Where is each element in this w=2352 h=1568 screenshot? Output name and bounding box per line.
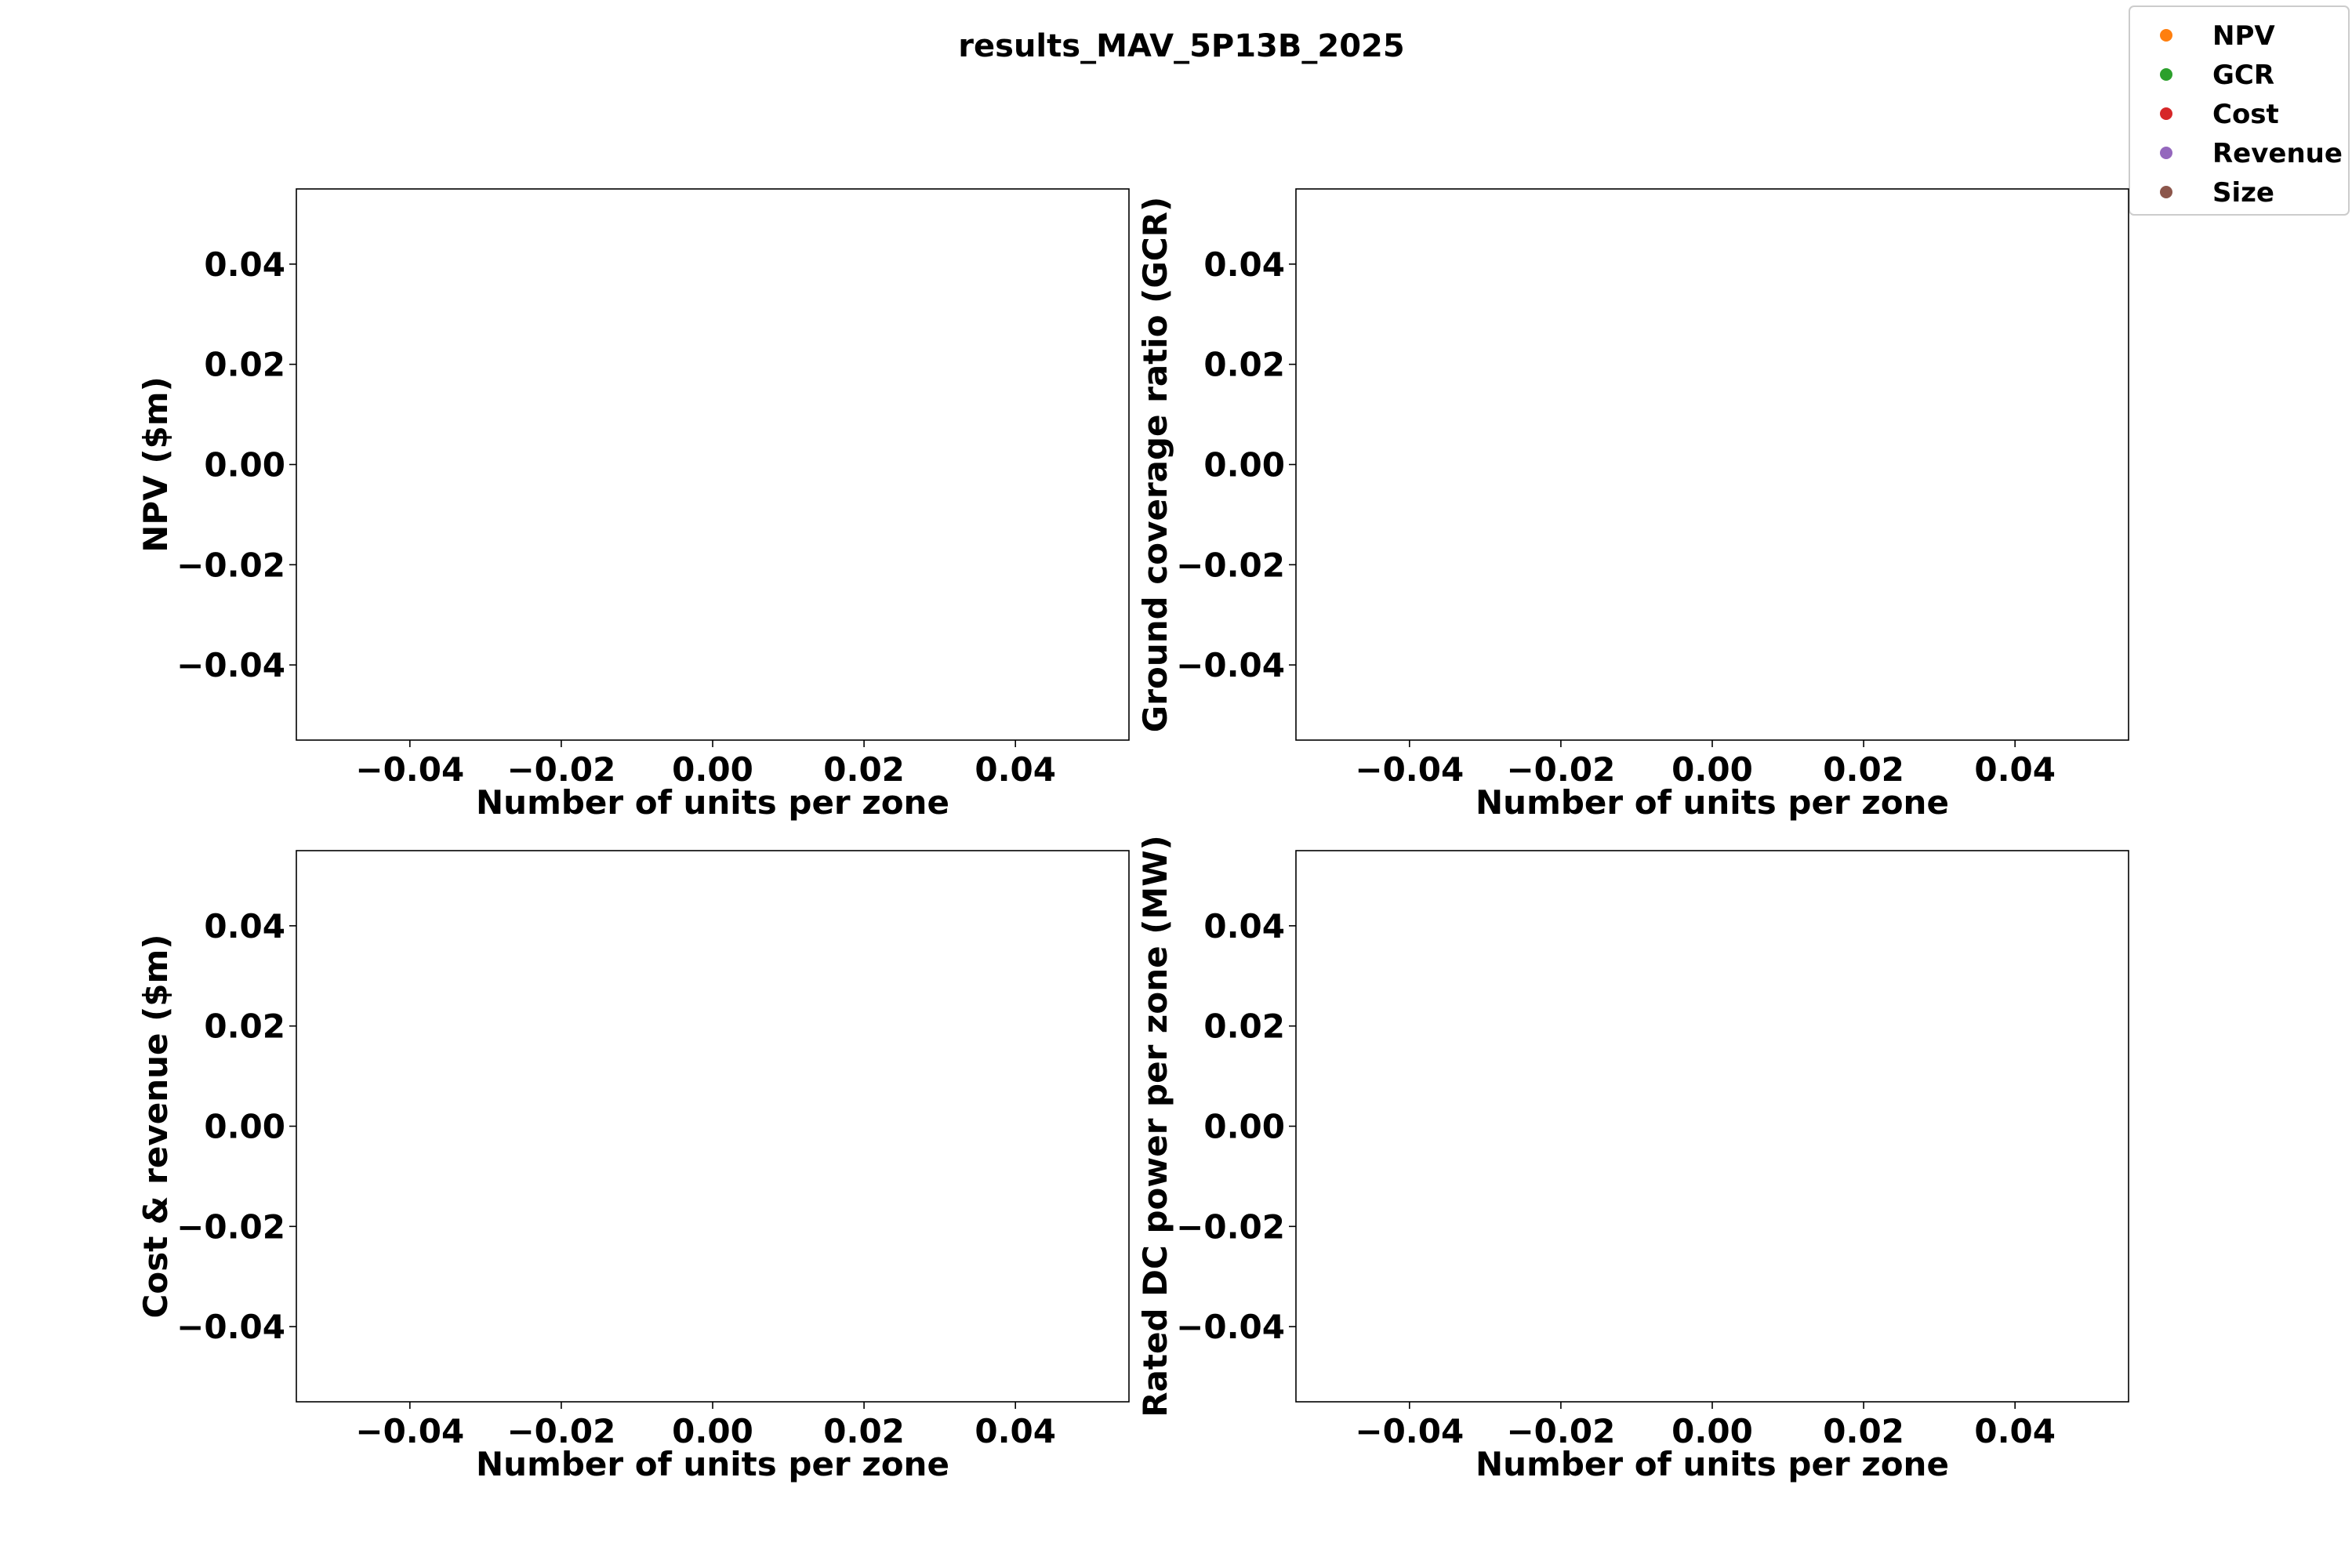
x-axis-label: Number of units per zone: [1475, 783, 1949, 822]
legend-frame: [2129, 5, 2350, 216]
legend-marker-npv: [2160, 29, 2172, 42]
y-tick-label: 0.04: [204, 907, 285, 946]
figure-title: results_MAV_5P13B_2025: [958, 28, 1404, 64]
y-axis-label: Ground coverage ratio (GCR): [1136, 197, 1174, 732]
subplot-npv: −0.04 −0.02 0.00 0.02 0.04 −0.04 −0.02 0.00 0.02…: [136, 188, 1130, 822]
y-tick-label: 0.00: [1203, 446, 1285, 485]
x-tick-label: 0.04: [975, 750, 1056, 789]
plot-area: [1295, 850, 2129, 1403]
legend-label-size: Size: [2212, 177, 2274, 209]
x-tick-label: 0.04: [975, 1412, 1056, 1450]
plot-area: [1295, 188, 2129, 741]
x-tick-label: −0.04: [1355, 750, 1464, 789]
y-tick-label: 0.00: [1203, 1108, 1285, 1146]
x-tick-label: 0.00: [1671, 1412, 1753, 1450]
x-axis-label: Number of units per zone: [1475, 1445, 1949, 1483]
y-tick-label: −0.02: [176, 546, 285, 584]
x-tick-label: 0.02: [1823, 750, 1904, 789]
y-tick-label: 0.04: [1203, 245, 1285, 284]
subplot-rated-dc-power: −0.04 −0.02 0.00 0.02 0.04 −0.04 −0.02 0.00 0.02…: [1136, 835, 2129, 1483]
x-tick-label: 0.00: [672, 750, 753, 789]
y-tick-label: −0.02: [1176, 546, 1285, 584]
y-tick-label: −0.04: [176, 646, 285, 684]
x-tick-label: −0.04: [1355, 1412, 1464, 1450]
y-tick-label: 0.02: [204, 1007, 285, 1046]
x-tick-label: −0.02: [1506, 1412, 1615, 1450]
x-tick-label: 0.04: [1974, 1412, 2056, 1450]
x-tick-label: 0.02: [823, 750, 905, 789]
legend-item: GCR: [2160, 60, 2274, 91]
y-tick-label: 0.04: [1203, 907, 1285, 946]
y-tick-label: 0.00: [204, 446, 285, 485]
plot-area: [296, 188, 1130, 741]
x-axis-label: Number of units per zone: [476, 1445, 949, 1483]
legend-label-npv: NPV: [2212, 20, 2275, 52]
y-axis-label: Rated DC power per zone (MW): [1136, 835, 1174, 1417]
y-tick-label: −0.04: [1176, 646, 1285, 684]
y-tick-label: 0.02: [1203, 1007, 1285, 1046]
x-tick-label: −0.04: [355, 750, 464, 789]
legend-label-cost: Cost: [2212, 99, 2279, 130]
y-tick-label: −0.04: [176, 1308, 285, 1346]
y-tick-label: 0.00: [204, 1108, 285, 1146]
legend-item: Size: [2160, 177, 2274, 209]
x-tick-label: 0.02: [1823, 1412, 1904, 1450]
legend: NPV GCR Cost Revenue Size: [2129, 5, 2350, 216]
y-axis-label: Cost & revenue ($m): [136, 935, 175, 1319]
y-tick-label: 0.02: [204, 346, 285, 384]
legend-marker-gcr: [2160, 68, 2172, 81]
y-tick-label: −0.04: [1176, 1308, 1285, 1346]
legend-item: Cost: [2160, 99, 2279, 130]
y-tick-label: −0.02: [176, 1207, 285, 1246]
legend-label-revenue: Revenue: [2212, 138, 2343, 169]
x-axis-label: Number of units per zone: [476, 783, 949, 822]
legend-item: Revenue: [2160, 138, 2343, 169]
subplot-gcr: −0.04 −0.02 0.00 0.02 0.04 −0.04 −0.02 0.00 0.02…: [1136, 188, 2129, 822]
x-tick-label: −0.02: [506, 1412, 615, 1450]
y-tick-label: −0.02: [1176, 1207, 1285, 1246]
x-tick-label: 0.02: [823, 1412, 905, 1450]
legend-item: NPV: [2160, 20, 2275, 52]
x-tick-label: −0.04: [355, 1412, 464, 1450]
x-tick-label: 0.00: [1671, 750, 1753, 789]
y-axis-label: NPV ($m): [136, 376, 175, 552]
plot-area: [296, 850, 1130, 1403]
x-tick-label: −0.02: [1506, 750, 1615, 789]
y-tick-label: 0.02: [1203, 346, 1285, 384]
x-tick-label: 0.00: [672, 1412, 753, 1450]
legend-marker-size: [2160, 186, 2172, 198]
legend-marker-revenue: [2160, 147, 2172, 159]
legend-label-gcr: GCR: [2212, 60, 2274, 91]
legend-marker-cost: [2160, 107, 2172, 120]
x-tick-label: −0.02: [506, 750, 615, 789]
y-tick-label: 0.04: [204, 245, 285, 284]
subplot-cost-revenue: −0.04 −0.02 0.00 0.02 0.04 −0.04 −0.02 0.00 0.02…: [136, 850, 1130, 1483]
x-tick-label: 0.04: [1974, 750, 2056, 789]
